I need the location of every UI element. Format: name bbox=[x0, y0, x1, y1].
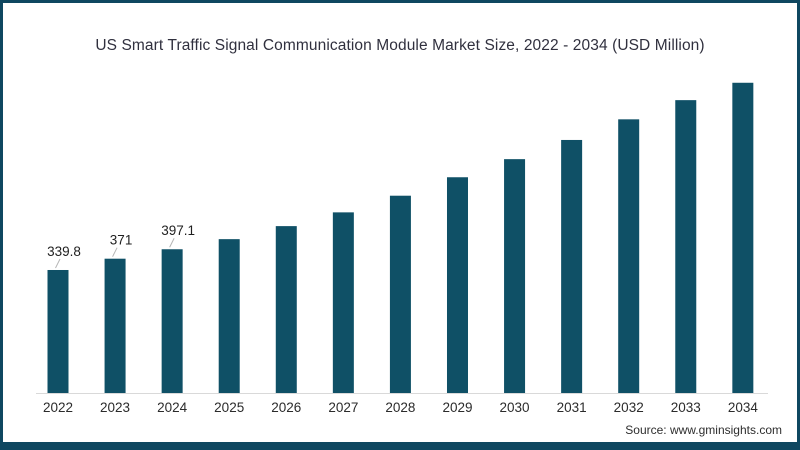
leader-line bbox=[55, 258, 61, 269]
x-tick-label-2030: 2030 bbox=[500, 400, 530, 415]
bar-2030 bbox=[504, 159, 526, 393]
leader-line bbox=[112, 247, 118, 257]
bar-2023 bbox=[104, 258, 126, 393]
x-tick-label-2031: 2031 bbox=[557, 400, 587, 415]
x-tick-label-2032: 2032 bbox=[614, 400, 644, 415]
bar-2026 bbox=[275, 226, 297, 393]
bar-value-label: 339.8 bbox=[47, 244, 81, 259]
bar-2029 bbox=[446, 177, 468, 393]
bar-value-label: 397.1 bbox=[161, 223, 195, 238]
bar-value-label: 371 bbox=[110, 233, 133, 248]
x-tick-label-2026: 2026 bbox=[271, 400, 301, 415]
bar-2031 bbox=[561, 139, 583, 393]
bar-2028 bbox=[389, 195, 411, 393]
bar-2033 bbox=[675, 100, 697, 393]
x-tick-label-2025: 2025 bbox=[214, 400, 244, 415]
bar-2022 bbox=[47, 269, 69, 393]
x-tick-label-2029: 2029 bbox=[442, 400, 472, 415]
x-tick-label-2034: 2034 bbox=[728, 400, 759, 415]
bar-2032 bbox=[618, 119, 640, 393]
bar-2034 bbox=[732, 82, 754, 394]
x-tick-label-2027: 2027 bbox=[328, 400, 358, 415]
x-tick-label-2023: 2023 bbox=[100, 400, 130, 415]
x-tick-label-2028: 2028 bbox=[385, 400, 415, 415]
bar-2024 bbox=[161, 249, 183, 393]
source-credit: Source: www.gminsights.com bbox=[625, 423, 782, 437]
chart-title: US Smart Traffic Signal Communication Mo… bbox=[95, 37, 705, 54]
bar-2027 bbox=[332, 212, 354, 393]
bar-2025 bbox=[218, 239, 240, 393]
x-tick-label-2024: 2024 bbox=[157, 400, 188, 415]
leader-line bbox=[169, 238, 175, 248]
x-tick-label-2022: 2022 bbox=[43, 400, 73, 415]
x-tick-label-2033: 2033 bbox=[671, 400, 701, 415]
